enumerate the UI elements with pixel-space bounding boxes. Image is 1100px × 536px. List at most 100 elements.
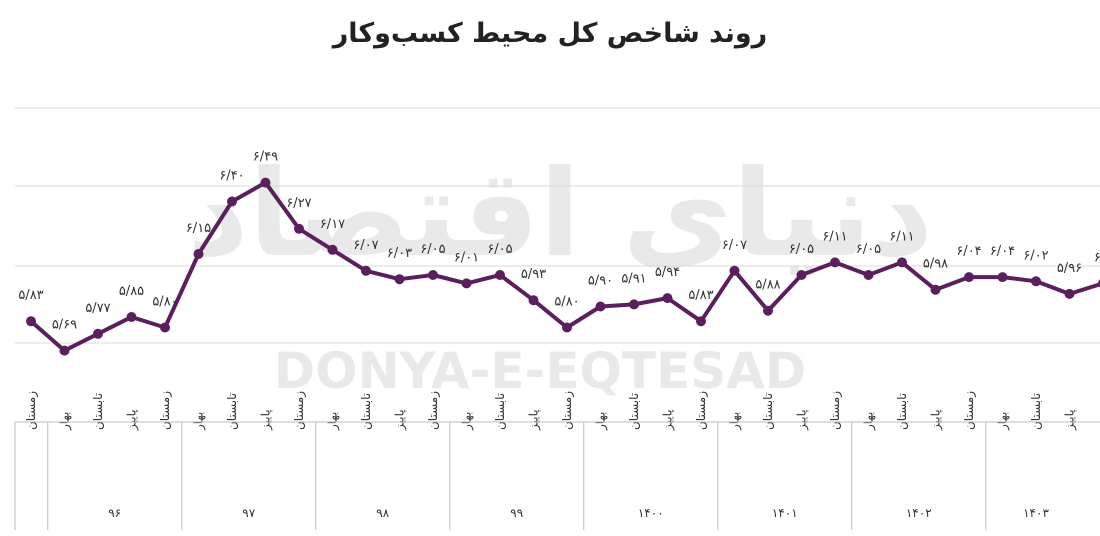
data-label: ۶/۰ bbox=[1094, 250, 1100, 265]
x-tick-label: تابستان bbox=[895, 393, 909, 430]
data-label: ۵/۹۳ bbox=[521, 267, 546, 282]
series bbox=[26, 177, 1100, 356]
data-label: ۶/۲۷ bbox=[286, 196, 311, 211]
x-tick-label: تابستان bbox=[225, 393, 239, 430]
x-tick-label: زمستان bbox=[158, 391, 173, 430]
x-tick-label: زمستان bbox=[292, 391, 307, 430]
data-label: ۵/۹۴ bbox=[655, 265, 680, 280]
data-label: ۶/۰۳ bbox=[387, 246, 412, 261]
data-label: ۶/۰۴ bbox=[956, 244, 981, 259]
data-point bbox=[696, 316, 706, 327]
data-labels: ۵/۸۳ ۵/۶۹ ۵/۷۷ ۵/۸۵ ۵/۸۰ ۶/۱۵ ۶/۴۰ ۶/۴۹ ۶/۲۷ ۶/۱۷… bbox=[18, 150, 1100, 333]
x-group-label: ۹۶ bbox=[108, 506, 121, 520]
data-point bbox=[662, 293, 673, 304]
data-point bbox=[863, 270, 874, 280]
data-point bbox=[160, 322, 170, 333]
data-label: ۶/۴۹ bbox=[253, 150, 278, 165]
data-point bbox=[428, 270, 438, 280]
data-point bbox=[26, 316, 36, 327]
x-tick-label: پاییز bbox=[125, 409, 140, 431]
data-point bbox=[562, 322, 572, 333]
data-label: ۵/۹۸ bbox=[923, 257, 948, 272]
data-label: ۶/۱۵ bbox=[186, 221, 211, 236]
x-tick-label: تابستان bbox=[493, 393, 507, 430]
data-label: ۶/۰۷ bbox=[353, 238, 378, 253]
x-tick-label: بهار bbox=[58, 412, 73, 431]
data-label: ۶/۰۵ bbox=[856, 242, 881, 257]
data-point bbox=[595, 301, 606, 312]
data-point bbox=[629, 299, 639, 310]
data-point bbox=[897, 257, 907, 268]
data-point bbox=[528, 295, 539, 306]
x-tick-label: تابستان bbox=[359, 393, 373, 430]
x-tick-label: پاییز bbox=[929, 409, 944, 431]
x-axis: زمستان بهار تابستان پاییز زمستان ۹۶ بهار تابستا… bbox=[14, 391, 1100, 530]
x-tick-label: تابستان bbox=[761, 393, 775, 430]
x-tick-label: زمستان bbox=[560, 391, 575, 430]
data-label: ۶/۱۱ bbox=[889, 229, 914, 244]
data-label: ۵/۸۳ bbox=[688, 288, 713, 303]
data-point bbox=[394, 274, 405, 285]
watermark-latin-logo: DONYA-E-EQTESAD bbox=[274, 342, 807, 400]
data-label: ۶/۰۴ bbox=[990, 244, 1015, 259]
data-point bbox=[830, 257, 840, 268]
x-tick-label: زمستان bbox=[24, 391, 39, 430]
x-group-label: ۱۴۰۳ bbox=[1023, 506, 1049, 520]
data-label: ۶/۰۲ bbox=[1023, 248, 1048, 263]
x-group-label: ۹۹ bbox=[510, 506, 523, 520]
gridlines bbox=[15, 107, 1100, 344]
x-tick-label: تابستان bbox=[627, 393, 641, 430]
data-point bbox=[495, 270, 505, 280]
x-tick-label: پاییز bbox=[661, 409, 676, 431]
data-point bbox=[763, 305, 773, 316]
data-label: ۵/۸۰ bbox=[554, 295, 579, 310]
x-tick-label: پاییز bbox=[259, 409, 274, 431]
x-tick-label: پاییز bbox=[527, 409, 542, 431]
x-tick-label: بهار bbox=[192, 412, 207, 431]
x-group-label: ۱۴۰۰ bbox=[638, 506, 664, 520]
x-tick-label: بهار bbox=[460, 412, 475, 431]
data-label: ۶/۰۵ bbox=[487, 242, 512, 257]
data-point bbox=[93, 328, 103, 339]
data-point bbox=[1031, 276, 1041, 287]
watermark-persian-logo: دنیای اقتصاد bbox=[187, 145, 933, 284]
data-label: ۶/۱۷ bbox=[320, 217, 345, 232]
x-group-label: ۹۸ bbox=[376, 506, 389, 520]
x-tick-label: بهار bbox=[594, 412, 609, 431]
data-point bbox=[361, 265, 371, 276]
data-label: ۵/۷۷ bbox=[85, 301, 110, 316]
x-tick-label: زمستان bbox=[694, 391, 709, 430]
data-point bbox=[729, 265, 740, 276]
data-point bbox=[126, 312, 137, 322]
data-label: ۵/۹۶ bbox=[1057, 261, 1082, 276]
data-label: ۵/۸۵ bbox=[119, 284, 144, 299]
x-tick-label: پاییز bbox=[393, 409, 408, 431]
data-point bbox=[930, 284, 941, 295]
data-label: ۶/۴۰ bbox=[219, 169, 244, 184]
x-tick-label: تابستان bbox=[1029, 393, 1043, 430]
data-label: ۶/۰۱ bbox=[454, 250, 479, 265]
watermark: دنیای اقتصاد DONYA-E-EQTESAD bbox=[187, 145, 933, 400]
data-label: ۵/۶۹ bbox=[52, 318, 77, 333]
data-label: ۶/۰۵ bbox=[420, 242, 445, 257]
data-point bbox=[1064, 288, 1075, 299]
data-point bbox=[964, 272, 974, 283]
x-tick-label: زمستان bbox=[426, 391, 441, 430]
x-tick-label: بهار bbox=[728, 412, 743, 431]
x-tick-label: زمستان bbox=[828, 391, 843, 430]
x-group-label: ۱۴۰۱ bbox=[772, 506, 798, 520]
data-label: ۵/۹۱ bbox=[621, 271, 646, 286]
data-label: ۶/۰۵ bbox=[789, 242, 814, 257]
data-point bbox=[461, 278, 472, 289]
data-label: ۵/۹۰ bbox=[588, 274, 613, 289]
data-point bbox=[327, 244, 338, 255]
data-point bbox=[193, 249, 204, 259]
x-tick-label: پاییز bbox=[1063, 409, 1078, 431]
x-tick-label: بهار bbox=[862, 412, 877, 431]
data-point bbox=[997, 272, 1008, 283]
x-group-label: ۱۴۰۲ bbox=[906, 506, 932, 520]
data-label: ۵/۸۰ bbox=[152, 295, 177, 310]
x-tick-label: بهار bbox=[996, 412, 1011, 431]
x-group-label: ۹۷ bbox=[242, 506, 255, 520]
